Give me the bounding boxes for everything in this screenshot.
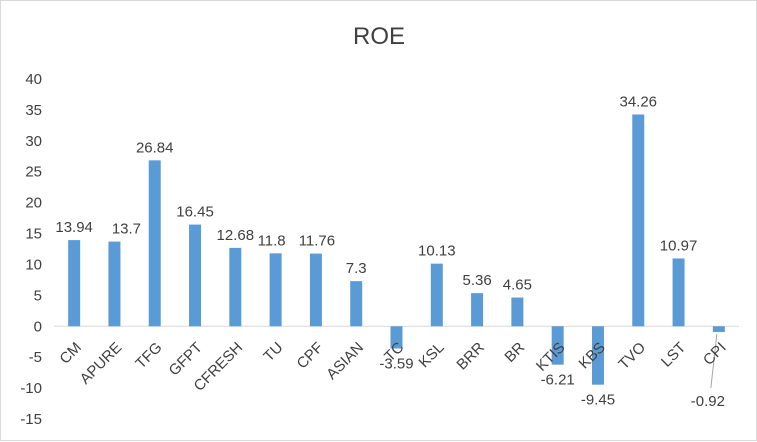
data-label: -0.92 xyxy=(691,393,725,410)
y-axis: -15 -10 -5 0 5 10 15 20 25 30 35 40 xyxy=(20,71,42,428)
bar-tc xyxy=(390,326,403,349)
bar-tu xyxy=(269,253,282,327)
bar-cpi xyxy=(712,326,725,332)
bar-ksl xyxy=(430,263,443,327)
bar-lst xyxy=(672,258,685,327)
bar-asian xyxy=(350,281,363,327)
data-label: -6.21 xyxy=(541,372,575,389)
y-tick-label: 10 xyxy=(25,256,42,273)
data-label: 16.45 xyxy=(176,204,214,221)
category-label: CPI xyxy=(700,339,730,369)
data-label: -3.59 xyxy=(379,355,413,372)
y-tick-label: 25 xyxy=(25,164,42,181)
bar-kbs xyxy=(591,326,604,385)
chart-title: ROE xyxy=(353,23,405,50)
data-label: 12.68 xyxy=(217,227,255,244)
category-label: BRR xyxy=(454,339,489,374)
bar-cpf xyxy=(309,253,322,327)
bar-br xyxy=(511,297,524,327)
y-tick-label: 30 xyxy=(25,133,42,150)
category-label: TU xyxy=(260,339,286,365)
data-label: 5.36 xyxy=(462,272,491,289)
data-label: 4.65 xyxy=(503,277,532,294)
category-label: CPF xyxy=(294,339,327,372)
category-label: APURE xyxy=(77,339,126,388)
y-tick-label: 0 xyxy=(34,318,42,335)
y-tick-label: 35 xyxy=(25,102,42,119)
bar-brr xyxy=(471,293,484,327)
data-label: 34.26 xyxy=(619,93,657,110)
data-label: 10.13 xyxy=(418,243,456,260)
category-label: ASIAN xyxy=(323,339,367,383)
y-tick-label: 40 xyxy=(25,71,42,88)
y-tick-label: 15 xyxy=(25,226,42,243)
data-label: -9.45 xyxy=(581,392,615,409)
data-label: 10.97 xyxy=(660,237,698,254)
data-label: 13.94 xyxy=(55,219,93,236)
category-label: CM xyxy=(56,339,85,368)
bar-tfg xyxy=(148,160,161,327)
y-tick-label: -15 xyxy=(20,411,42,428)
bar-gfpt xyxy=(189,224,202,327)
category-label: TFG xyxy=(132,339,165,372)
bar-cfresh xyxy=(229,247,242,327)
bar-ktis xyxy=(551,326,564,365)
bar-tvo xyxy=(632,114,645,327)
category-label: BR xyxy=(501,339,528,366)
bar-cm xyxy=(68,240,81,327)
category-label: KSL xyxy=(416,339,448,371)
y-tick-label: 20 xyxy=(25,195,42,212)
y-tick-label: -5 xyxy=(29,349,42,366)
data-label: 11.8 xyxy=(258,232,286,249)
y-tick-label: 5 xyxy=(34,287,42,304)
category-label: TVO xyxy=(615,339,649,373)
category-label: LST xyxy=(658,339,689,370)
bars xyxy=(68,114,725,385)
leader-lines xyxy=(710,333,718,389)
data-label: 26.84 xyxy=(136,139,174,156)
bar-apure xyxy=(108,241,121,327)
leader-line xyxy=(710,333,718,389)
data-label: 11.76 xyxy=(299,233,335,250)
y-tick-label: -10 xyxy=(20,380,42,397)
data-label: 7.3 xyxy=(346,260,367,277)
data-label: 13.7 xyxy=(112,221,141,238)
